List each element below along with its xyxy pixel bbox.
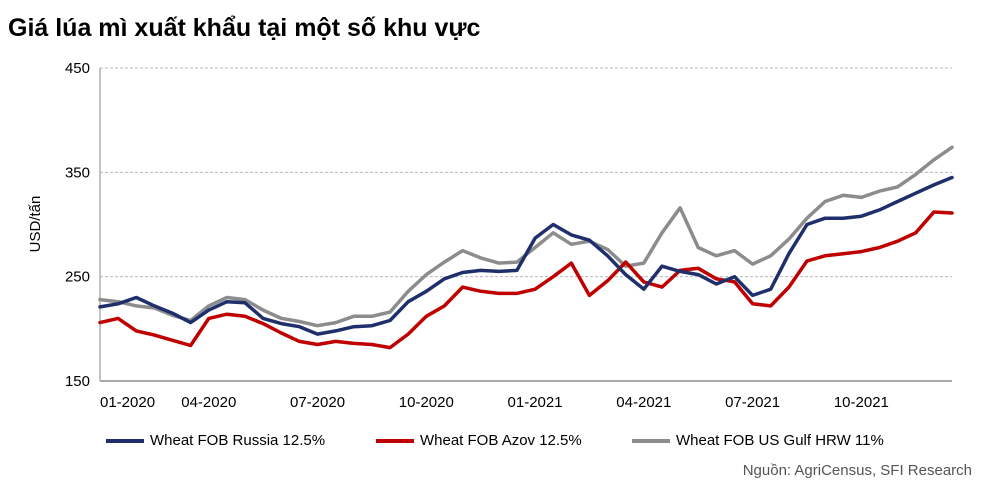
y-tick-labels: 150 250 350 450: [65, 60, 90, 390]
y-axis-label: USD/tấn: [27, 196, 44, 253]
x-tick-label: 04-2021: [616, 394, 671, 411]
legend-item-russia: Wheat FOB Russia 12.5%: [106, 432, 325, 449]
x-tick-label: 01-2021: [508, 394, 563, 411]
y-tick-label: 350: [65, 164, 90, 181]
legend-swatch: [106, 438, 144, 443]
legend-item-azov: Wheat FOB Azov 12.5%: [376, 432, 582, 449]
legend-label: Wheat FOB Russia 12.5%: [150, 432, 326, 449]
legend-swatch: [376, 438, 414, 443]
chart-title: Giá lúa mì xuất khẩu tại một số khu vực: [8, 14, 481, 42]
series-line-0: [98, 175, 954, 336]
legend-item-us-gulf: Wheat FOB US Gulf HRW 11%: [632, 432, 884, 449]
series-lines: [98, 145, 954, 350]
legend-label: Wheat FOB Azov 12.5%: [420, 432, 582, 449]
x-tick-label: 04-2020: [181, 394, 236, 411]
source-note: Nguồn: AgriCensus, SFI Research: [742, 462, 972, 479]
series-line-1: [98, 210, 954, 350]
legend-swatch: [632, 438, 670, 443]
x-tick-label: 10-2021: [834, 394, 889, 411]
y-tick-label: 250: [65, 269, 90, 286]
y-tick-label: 450: [65, 60, 90, 77]
y-tick-label: 150: [65, 373, 90, 390]
x-tick-label: 07-2021: [725, 394, 780, 411]
x-tick-label: 01-2020: [100, 394, 155, 411]
x-tick-label: 07-2020: [290, 394, 345, 411]
x-tick-label: 10-2020: [399, 394, 454, 411]
legend-label: Wheat FOB US Gulf HRW 11%: [676, 432, 884, 449]
series-line-2: [98, 145, 954, 328]
x-tick-labels: 01-2020 04-2020 07-2020 10-2020 01-2021 04-20…: [100, 394, 889, 411]
chart-legend: Wheat FOB Russia 12.5% Wheat FOB Azov 12…: [0, 432, 1000, 454]
grid-lines: [99, 67, 952, 382]
